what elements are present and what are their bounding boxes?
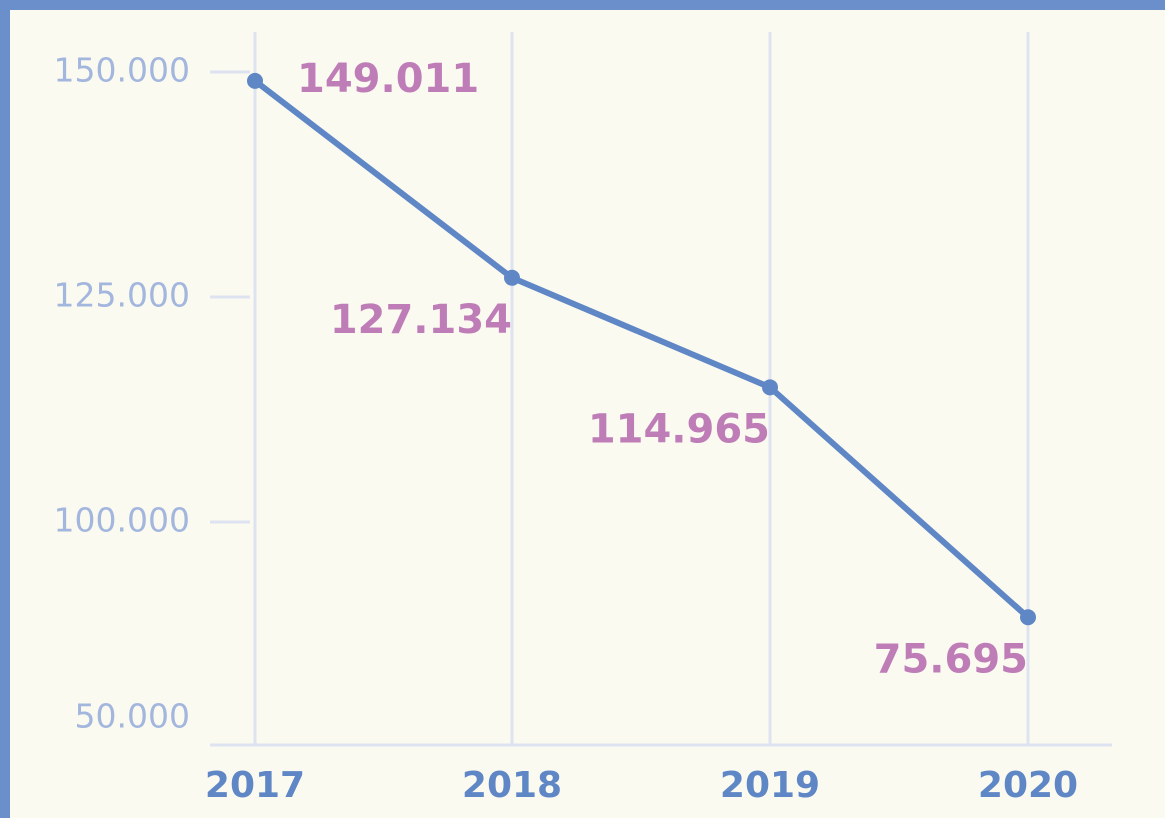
frame-top: [0, 0, 1165, 10]
data-label: 114.965: [588, 406, 770, 452]
x-tick-label: 2019: [720, 765, 820, 806]
data-point: [1020, 609, 1036, 625]
y-tick-label: 150.000: [54, 51, 190, 90]
y-tick-label: 50.000: [75, 697, 190, 736]
data-label: 127.134: [330, 297, 512, 343]
chart: 150.000 125.000 100.000 50.000 2017 2018 2019 2…: [0, 0, 1165, 818]
data-point: [247, 73, 263, 89]
data-label: 75.695: [874, 636, 1028, 682]
data-label: 149.011: [297, 56, 479, 102]
x-tick-label: 2020: [978, 765, 1078, 806]
x-tick-label: 2018: [462, 765, 562, 806]
background: [0, 0, 1165, 818]
y-tick-label: 100.000: [54, 501, 190, 540]
data-point: [504, 270, 520, 286]
x-tick-label: 2017: [205, 765, 305, 806]
y-tick-label: 125.000: [54, 276, 190, 315]
data-point: [762, 379, 778, 395]
frame-left: [0, 0, 10, 818]
